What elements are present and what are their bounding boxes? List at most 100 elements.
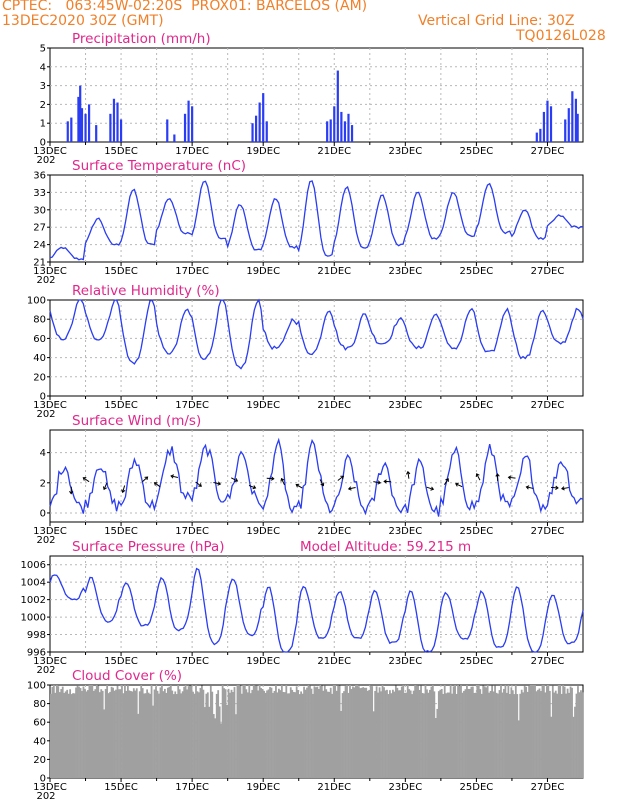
cloud-bar — [517, 720, 520, 778]
cloud-bar — [420, 685, 422, 778]
cloud-bar — [556, 693, 559, 778]
precip-bar — [549, 106, 553, 142]
wind-arrow-head — [234, 478, 239, 482]
wind-xtick-label: 21DEC — [317, 526, 351, 537]
cloud-bar — [457, 685, 459, 778]
cloud-bar — [275, 685, 277, 778]
cloud-bar — [537, 689, 539, 778]
cloud-bar — [196, 691, 199, 778]
cloud-ytick-label: 20 — [33, 755, 46, 766]
precip-ytick-label: 3 — [40, 81, 46, 92]
cloud-bar — [110, 686, 113, 778]
wind-xtick-label: 19DEC — [246, 526, 280, 537]
precip-xtick-label: 23DEC — [388, 146, 422, 157]
cloud-bar — [433, 691, 436, 778]
cloud-bar — [273, 690, 276, 778]
cloud-bar — [389, 690, 391, 778]
cloud-bar — [276, 692, 279, 778]
cloud-bar — [504, 685, 507, 778]
wind-arrow-head — [270, 476, 275, 481]
wind-arrow-head — [69, 490, 74, 495]
cloud-bar — [337, 685, 340, 778]
cloud-bar — [141, 688, 144, 778]
precip-bar — [77, 96, 80, 142]
cloud-bar — [474, 692, 477, 778]
cloud-bar — [266, 690, 268, 778]
cloud-bar — [218, 706, 221, 778]
cloud-bar — [424, 685, 427, 778]
temp-xtick-label: 19DEC — [246, 266, 280, 277]
rh-ytick-label: 80 — [33, 315, 46, 326]
precip-bar — [251, 123, 254, 142]
cloud-bar — [137, 713, 140, 778]
cloud-bar — [568, 692, 570, 778]
cloud-bar — [195, 685, 197, 778]
cloud-xtick-label: 25DEC — [460, 782, 494, 793]
cloud-bar — [544, 692, 547, 778]
grid-line-note: Vertical Grid Line: 30Z — [418, 13, 575, 29]
cloud-bar — [125, 690, 128, 778]
precip-bar — [87, 104, 91, 142]
wind-arrow — [103, 482, 108, 490]
cloud-bar — [143, 693, 146, 778]
cloud-bar — [304, 689, 307, 778]
wind-arrow-head — [295, 483, 300, 488]
precip-bar — [567, 108, 570, 142]
cloud-bar — [161, 685, 163, 778]
precip-bar — [95, 125, 98, 142]
cloud-bar — [140, 685, 143, 778]
cloud-bar — [437, 691, 440, 778]
precip-bar — [70, 117, 73, 142]
cloud-bar — [101, 690, 104, 778]
precip-xtick-label: 21DEC — [317, 146, 351, 157]
cloud-bar — [443, 685, 446, 778]
wind-ytick-label: 2 — [40, 478, 46, 489]
wind-arrow-head — [406, 470, 411, 475]
cloud-bar — [211, 691, 214, 778]
press-title: Surface Pressure (hPa) — [72, 539, 225, 555]
cloud-bar — [115, 689, 117, 778]
cloud-bar — [128, 690, 131, 778]
precip-xtick-label: 25DEC — [460, 146, 494, 157]
cloud-bar — [511, 690, 514, 778]
cloud-bar — [386, 689, 388, 778]
precip-bar — [183, 113, 187, 142]
wind-arrow-head — [144, 476, 149, 481]
cloud-bar — [206, 692, 209, 778]
cloud-bar — [192, 691, 194, 778]
cloud-bar — [528, 685, 530, 778]
cloud-bar — [522, 692, 525, 778]
cloud-bar — [349, 685, 351, 778]
cloud-bar — [439, 689, 442, 778]
cloud-xtick-label: 23DEC — [388, 782, 422, 793]
cloud-bar — [239, 685, 242, 778]
cloud-ytick-label: 100 — [27, 681, 46, 692]
cloud-bar — [479, 689, 482, 778]
cloud-bar — [186, 689, 188, 778]
cloud-bar — [399, 690, 402, 778]
precip-ytick-label: 5 — [40, 44, 46, 55]
cloud-bar — [254, 685, 257, 778]
cloud-bar — [543, 685, 545, 778]
wind-ytick-label: 4 — [40, 448, 46, 459]
cloud-bar — [84, 688, 86, 778]
cloud-bar — [460, 685, 462, 778]
precip-xtick-label: 15DEC — [104, 146, 138, 157]
temp-ytick-label: 27 — [33, 223, 46, 234]
wind-arrow — [213, 482, 221, 485]
cloud-bar — [580, 690, 582, 778]
cloud-bar — [541, 685, 544, 778]
wind-arrow — [266, 477, 274, 480]
press-xtick-label: 23DEC — [388, 656, 422, 667]
cloud-ytick-label: 80 — [33, 699, 46, 710]
cloud-bar — [113, 690, 116, 778]
cloud-bar — [467, 688, 470, 778]
cloud-bar — [294, 692, 297, 778]
wind-xtick-label: 13DEC — [33, 526, 67, 537]
cloud-bar — [572, 716, 575, 778]
precip-bar — [116, 102, 119, 142]
cloud-bar — [249, 693, 252, 778]
cloud-bar — [149, 693, 151, 778]
cloud-bar — [350, 688, 353, 778]
